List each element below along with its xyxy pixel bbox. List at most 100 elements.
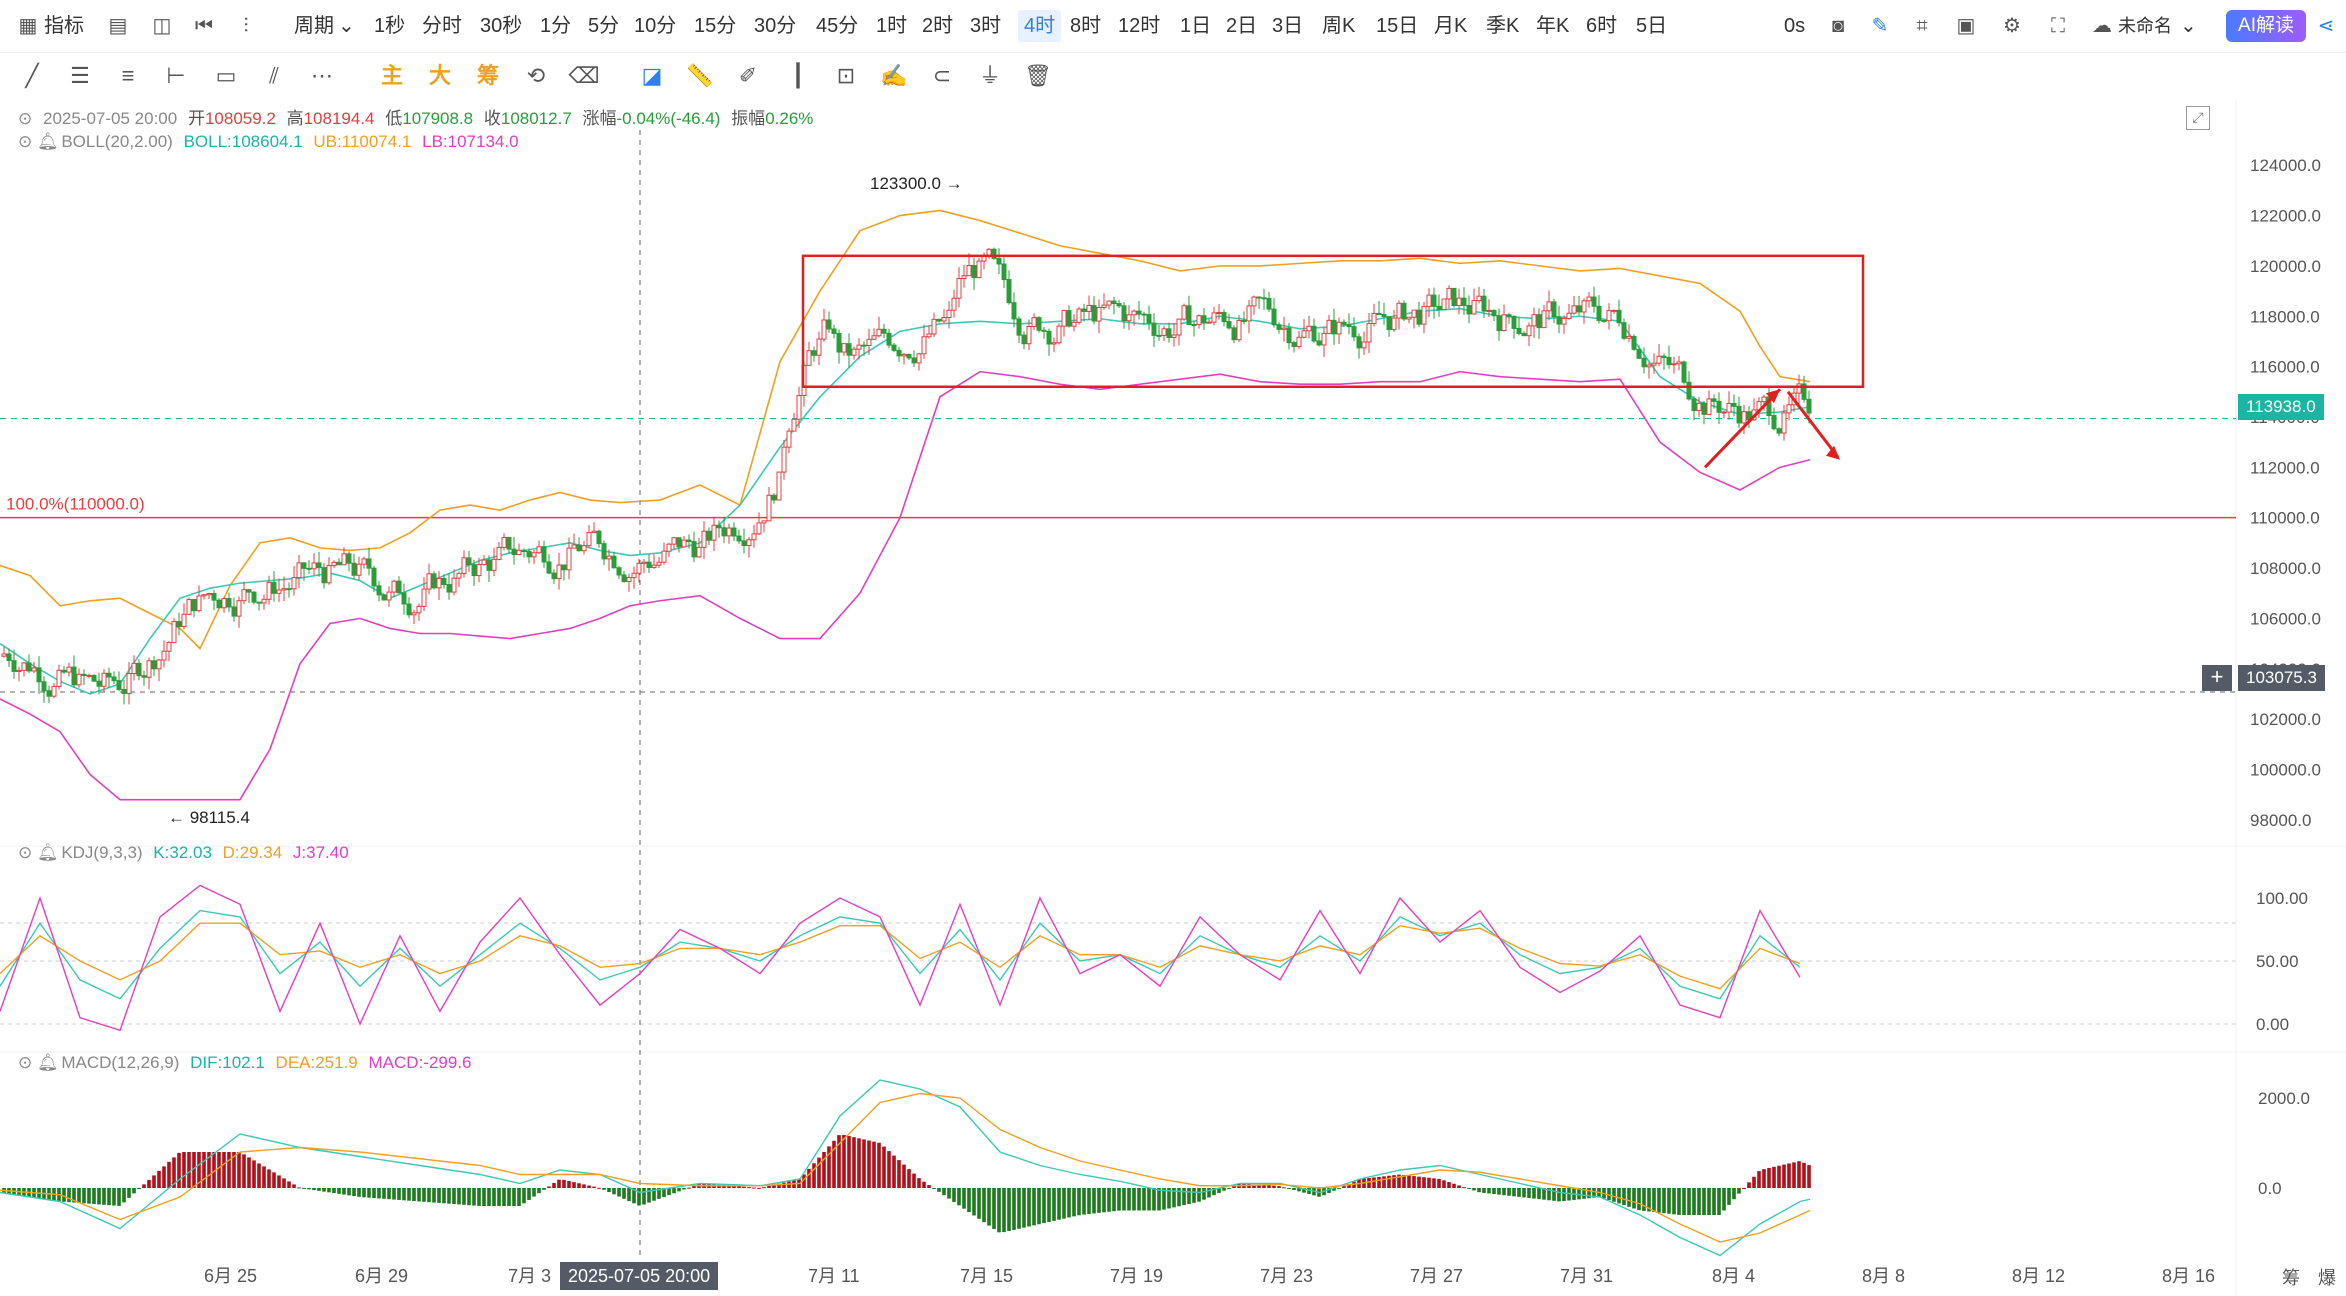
bell-icon[interactable]: 🔔︎ <box>36 132 59 151</box>
period-tab-16[interactable]: 2日 <box>1226 15 1258 37</box>
horizontal-lines-icon[interactable]: ≡ <box>121 63 135 88</box>
macd-histogram-bar <box>1227 1188 1231 1189</box>
layout-icon[interactable]: ◫ <box>152 15 172 37</box>
period-tab-9[interactable]: 1时 <box>876 15 908 37</box>
period-tab-14[interactable]: 12时 <box>1118 15 1161 37</box>
indicator-button[interactable]: 指标 <box>44 15 84 37</box>
trash-icon[interactable]: 🗑 <box>1024 63 1052 88</box>
macd-histogram-bar <box>1807 1165 1811 1188</box>
period-tab-20[interactable]: 月K <box>1434 15 1468 37</box>
candle-body <box>1286 327 1292 344</box>
layout-name[interactable]: 未命名 <box>2118 16 2172 36</box>
period-dropdown[interactable]: 周期 <box>294 15 334 37</box>
template-icon[interactable]: ▣ <box>1956 15 1976 37</box>
macd-name[interactable]: MACD(12,26,9) <box>61 1053 180 1072</box>
period-tab-15[interactable]: 1日 <box>1180 15 1212 37</box>
line-tool-icon[interactable]: ╱ <box>25 63 39 88</box>
more-tools-icon[interactable]: ⋯ <box>311 63 333 88</box>
period-tab-23[interactable]: 6时 <box>1586 15 1618 37</box>
macd-histogram-bar <box>82 1188 86 1204</box>
period-tab-4[interactable]: 5分 <box>588 15 620 37</box>
ruler-icon[interactable]: 📏 <box>686 63 714 88</box>
period-tab-10[interactable]: 2时 <box>922 15 954 37</box>
cloud-icon[interactable]: ☁ <box>2092 15 2112 37</box>
period-tab-21[interactable]: 季K <box>1486 15 1520 37</box>
candle-body <box>361 558 367 565</box>
kdj-bell-icon[interactable]: 🔔︎ <box>36 843 59 862</box>
big-order-toggle[interactable]: 大 <box>428 63 451 88</box>
chart-area[interactable]: 124000.0 122000.0 120000.0 118000.0 116000.0… <box>0 100 2346 1296</box>
period-tab-6[interactable]: 15分 <box>694 15 737 37</box>
sync-icon[interactable]: ⟲ <box>526 63 546 88</box>
camera-icon[interactable]: ◙ <box>1831 15 1845 37</box>
chevron-down-icon[interactable]: ⌄ <box>338 15 355 37</box>
ai-explain-button[interactable]: AI解读 <box>2226 10 2306 42</box>
candle-body <box>51 685 57 697</box>
period-tab-19[interactable]: 15日 <box>1376 15 1419 37</box>
lock-icon[interactable]: ⊡ <box>836 63 856 88</box>
period-tab-7[interactable]: 30分 <box>754 15 797 37</box>
candle-body <box>1516 327 1522 334</box>
layout-chevron-icon[interactable]: ⌄ <box>2180 15 2197 37</box>
macd-histogram-bar <box>1472 1188 1476 1191</box>
period-tab-2[interactable]: 30秒 <box>480 15 523 37</box>
macd-histogram-bar <box>1297 1188 1301 1192</box>
period-tab-5[interactable]: 10分 <box>634 15 677 37</box>
period-tab-24[interactable]: 5日 <box>1636 15 1668 37</box>
period-tab-22[interactable]: 年K <box>1536 15 1570 37</box>
price-axis-label: 124000.0 <box>2250 156 2321 175</box>
pen-icon[interactable]: ✎ <box>1871 15 1889 37</box>
filter-icon[interactable]: ⏚ <box>978 63 1001 88</box>
share-icon[interactable]: ⋖ <box>2317 15 2335 37</box>
macd-histogram-bar <box>1477 1188 1481 1193</box>
burst-corner-label[interactable]: 爆 <box>2318 1268 2336 1288</box>
indicator-icon[interactable]: ▦ <box>18 15 38 37</box>
macd-collapse-icon[interactable]: ⊙ <box>18 1053 33 1072</box>
brush-icon[interactable]: ✐ <box>738 63 758 88</box>
period-tab-1[interactable]: 分时 <box>422 15 462 37</box>
period-tab-18[interactable]: 周K <box>1322 15 1356 37</box>
fullscreen-icon[interactable]: ⛶ <box>2051 15 2065 37</box>
period-tab-12[interactable]: 4时 <box>1018 10 1062 42</box>
crop-icon[interactable]: ⌗ <box>1916 15 1928 37</box>
rectangle-tool-icon[interactable]: ▭ <box>215 63 237 88</box>
magnet-draw-icon[interactable]: ◪ <box>641 63 663 88</box>
collapse-icon[interactable]: ⊙ <box>18 109 33 128</box>
period-tab-17[interactable]: 3日 <box>1272 15 1304 37</box>
add-alert-icon[interactable]: + <box>2202 665 2232 691</box>
period-tab-13[interactable]: 8时 <box>1070 15 1102 37</box>
candle-body <box>486 559 492 571</box>
fib-tool-icon[interactable]: ⫽ <box>269 63 279 88</box>
eraser-icon[interactable]: ⌫ <box>568 63 600 88</box>
boll-name[interactable]: BOLL(20,2.00) <box>61 132 173 151</box>
period-tab-11[interactable]: 3时 <box>970 15 1002 37</box>
settings-icon[interactable]: ⚙ <box>2003 15 2021 37</box>
price-axis-label: 110000.0 <box>2250 509 2320 528</box>
parallel-lines-icon[interactable]: ☰ <box>70 63 90 88</box>
period-tab-8[interactable]: 45分 <box>816 15 859 37</box>
period-tab-0[interactable]: 1秒 <box>374 15 406 37</box>
macd-histogram-bar <box>492 1188 496 1206</box>
kdj-name[interactable]: KDJ(9,3,3) <box>61 843 143 862</box>
calendar-icon[interactable]: ▤ <box>108 15 128 37</box>
chart-type-icon[interactable]: ⫶ <box>243 15 249 37</box>
macd-histogram-bar <box>637 1188 641 1206</box>
rewind-icon[interactable]: ⏮ <box>195 15 213 37</box>
macd-bell-icon[interactable]: 🔔︎ <box>36 1053 59 1072</box>
horizontal-ray-icon[interactable]: ⊢ <box>166 63 186 88</box>
period-tab-3[interactable]: 1分 <box>540 15 572 37</box>
candle-body <box>231 606 237 617</box>
chip-toggle[interactable]: 筹 <box>476 63 499 88</box>
amp-label: 振幅 <box>731 109 766 128</box>
macd-dea-value: DEA:251.9 <box>275 1053 358 1072</box>
chip-corner-label[interactable]: 筹 <box>2282 1268 2300 1288</box>
note-icon[interactable]: ✍ <box>880 63 908 88</box>
kdj-collapse-icon[interactable]: ⊙ <box>18 843 33 862</box>
macd-histogram-bar <box>522 1188 526 1204</box>
candle-body <box>1451 287 1457 307</box>
expand-icon[interactable]: ⤢ <box>2186 106 2210 130</box>
magnet-icon[interactable]: ⊂ <box>932 63 952 88</box>
boll-collapse-icon[interactable]: ⊙ <box>18 132 33 151</box>
main-indicator-toggle[interactable]: 主 <box>380 63 403 88</box>
candle-icon[interactable]: ┃ <box>791 63 805 88</box>
